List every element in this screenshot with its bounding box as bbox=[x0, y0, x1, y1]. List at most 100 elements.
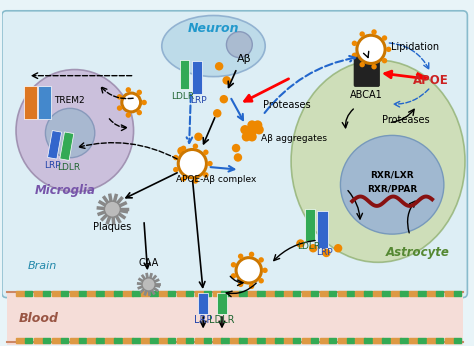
Circle shape bbox=[352, 53, 357, 58]
Bar bbox=[177, 291, 186, 296]
FancyBboxPatch shape bbox=[2, 11, 467, 298]
Bar bbox=[311, 338, 319, 343]
Circle shape bbox=[178, 149, 207, 178]
Circle shape bbox=[255, 125, 264, 135]
Text: Astrocyte: Astrocyte bbox=[386, 246, 450, 260]
Polygon shape bbox=[47, 130, 62, 159]
Bar bbox=[400, 291, 408, 296]
Text: Microglia: Microglia bbox=[35, 184, 96, 197]
Bar bbox=[454, 338, 461, 343]
Circle shape bbox=[238, 254, 243, 259]
Bar bbox=[114, 291, 122, 296]
Circle shape bbox=[231, 262, 236, 267]
Circle shape bbox=[249, 284, 254, 289]
Circle shape bbox=[181, 176, 186, 182]
Bar bbox=[168, 338, 175, 343]
Circle shape bbox=[371, 64, 377, 70]
Circle shape bbox=[192, 178, 198, 184]
Circle shape bbox=[247, 120, 257, 130]
Circle shape bbox=[203, 172, 209, 177]
Circle shape bbox=[117, 106, 122, 111]
Bar bbox=[320, 291, 329, 296]
Circle shape bbox=[181, 146, 186, 151]
Text: APOE: APOE bbox=[413, 74, 448, 87]
Bar bbox=[43, 338, 50, 343]
Ellipse shape bbox=[291, 60, 465, 262]
Text: Blood: Blood bbox=[18, 312, 58, 325]
Bar bbox=[328, 338, 336, 343]
Bar bbox=[186, 291, 193, 296]
Bar bbox=[275, 291, 283, 296]
Circle shape bbox=[309, 244, 318, 253]
Bar bbox=[346, 338, 354, 343]
Bar bbox=[186, 338, 193, 343]
Bar bbox=[34, 291, 43, 296]
Bar bbox=[266, 291, 275, 296]
FancyBboxPatch shape bbox=[354, 53, 380, 86]
Bar bbox=[70, 338, 79, 343]
Bar bbox=[212, 338, 222, 343]
Bar bbox=[454, 291, 461, 296]
Ellipse shape bbox=[227, 32, 252, 57]
Bar bbox=[346, 291, 354, 296]
Bar bbox=[383, 338, 390, 343]
Circle shape bbox=[219, 95, 228, 103]
Polygon shape bbox=[180, 60, 189, 89]
Bar bbox=[409, 338, 419, 343]
Bar bbox=[204, 291, 211, 296]
Circle shape bbox=[236, 258, 262, 283]
Bar bbox=[445, 291, 454, 296]
Polygon shape bbox=[217, 293, 227, 314]
Bar bbox=[88, 338, 97, 343]
Bar bbox=[239, 338, 247, 343]
Circle shape bbox=[177, 147, 186, 155]
Circle shape bbox=[296, 239, 305, 248]
Circle shape bbox=[207, 161, 213, 166]
Bar bbox=[409, 291, 419, 296]
Bar bbox=[52, 338, 61, 343]
Bar bbox=[248, 291, 258, 296]
Bar bbox=[427, 338, 437, 343]
Text: Plaques: Plaques bbox=[93, 222, 131, 232]
Circle shape bbox=[240, 125, 250, 135]
Circle shape bbox=[232, 144, 240, 152]
Bar bbox=[159, 291, 168, 296]
Text: LDLR: LDLR bbox=[172, 92, 194, 101]
Circle shape bbox=[334, 244, 342, 253]
Bar bbox=[212, 291, 222, 296]
Ellipse shape bbox=[16, 70, 134, 192]
Circle shape bbox=[126, 87, 131, 93]
Circle shape bbox=[141, 100, 147, 105]
Bar bbox=[328, 291, 336, 296]
Bar bbox=[383, 291, 390, 296]
Polygon shape bbox=[60, 132, 74, 161]
Circle shape bbox=[253, 120, 263, 130]
Bar bbox=[70, 291, 79, 296]
Bar bbox=[257, 291, 265, 296]
Bar bbox=[25, 338, 33, 343]
Polygon shape bbox=[318, 211, 328, 248]
Bar bbox=[445, 338, 454, 343]
Bar bbox=[150, 291, 157, 296]
Text: LRP: LRP bbox=[194, 316, 212, 326]
Text: CAA: CAA bbox=[138, 258, 159, 268]
Text: LDLR: LDLR bbox=[297, 242, 320, 251]
Bar bbox=[337, 291, 347, 296]
Circle shape bbox=[359, 31, 365, 37]
Circle shape bbox=[382, 58, 387, 63]
Bar bbox=[320, 338, 329, 343]
Circle shape bbox=[258, 257, 264, 263]
Text: LDLR: LDLR bbox=[57, 163, 80, 172]
Bar bbox=[16, 291, 26, 296]
Circle shape bbox=[352, 40, 357, 46]
Text: Proteases: Proteases bbox=[263, 100, 310, 110]
Circle shape bbox=[238, 282, 243, 287]
Text: APOE-Aβ complex: APOE-Aβ complex bbox=[176, 175, 256, 184]
Bar bbox=[293, 338, 301, 343]
Text: LRP: LRP bbox=[316, 248, 332, 257]
Bar bbox=[284, 291, 293, 296]
Circle shape bbox=[104, 201, 120, 217]
Circle shape bbox=[247, 132, 257, 142]
Circle shape bbox=[242, 132, 251, 142]
Circle shape bbox=[203, 149, 209, 155]
